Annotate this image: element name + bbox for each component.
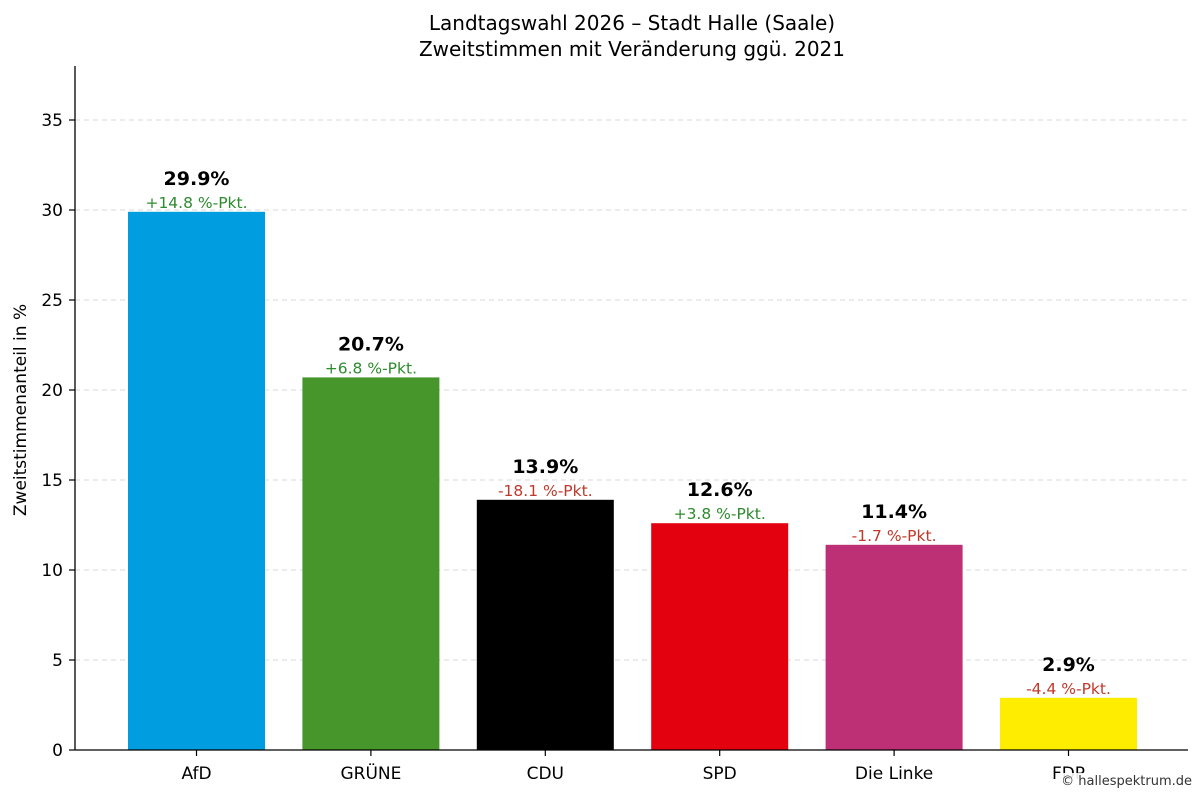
- gridlines: [75, 119, 1188, 661]
- credit-watermark: © hallespektrum.de: [1057, 773, 1196, 791]
- value-label-0: 29.9%: [164, 168, 230, 190]
- value-label-5: 2.9%: [1042, 654, 1095, 676]
- x-tick-label-3: SPD: [703, 764, 737, 784]
- change-label-3: +3.8 %-Pkt.: [674, 505, 766, 523]
- y-tick-label-7: 35: [41, 111, 63, 131]
- y-tick-label-5: 25: [41, 291, 63, 311]
- change-label-0: +14.8 %-Pkt.: [145, 194, 247, 212]
- value-label-2: 13.9%: [512, 456, 578, 478]
- change-label-2: -18.1 %-Pkt.: [498, 482, 593, 500]
- x-tick-label-4: Die Linke: [855, 764, 933, 784]
- x-tick-label-0: AfD: [181, 764, 211, 784]
- bar-1: [302, 377, 440, 750]
- y-tick-label-1: 5: [52, 651, 63, 671]
- bar-2: [476, 499, 614, 750]
- y-axis-label: Zweitstimmenanteil in %: [11, 304, 31, 516]
- bars: [128, 211, 1137, 751]
- change-label-1: +6.8 %-Pkt.: [325, 359, 417, 377]
- y-tick-label-3: 15: [41, 471, 63, 491]
- chart-subtitle: Zweitstimmen mit Veränderung ggü. 2021: [419, 37, 845, 61]
- x-tick-label-2: CDU: [527, 764, 564, 784]
- chart-title: Landtagswahl 2026 – Stadt Halle (Saale): [429, 11, 835, 35]
- change-label-4: -1.7 %-Pkt.: [852, 527, 937, 545]
- bar-5: [1000, 697, 1137, 750]
- y-tick-label-4: 20: [41, 381, 63, 401]
- bar-0: [128, 211, 265, 751]
- x-tick-label-1: GRÜNE: [340, 762, 401, 784]
- value-label-4: 11.4%: [861, 501, 927, 523]
- change-label-5: -4.4 %-Pkt.: [1026, 680, 1111, 698]
- y-tick-label-2: 10: [41, 561, 63, 581]
- y-tick-label-6: 30: [41, 201, 63, 221]
- bar-4: [825, 544, 963, 750]
- y-tick-label-0: 0: [52, 741, 63, 761]
- value-label-1: 20.7%: [338, 333, 404, 355]
- bar-3: [651, 523, 789, 750]
- data-labels: 29.9% +14.8 %-Pkt. 20.7% +6.8 %-Pkt. 13.9% -1…: [145, 168, 1110, 698]
- value-label-3: 12.6%: [687, 479, 753, 501]
